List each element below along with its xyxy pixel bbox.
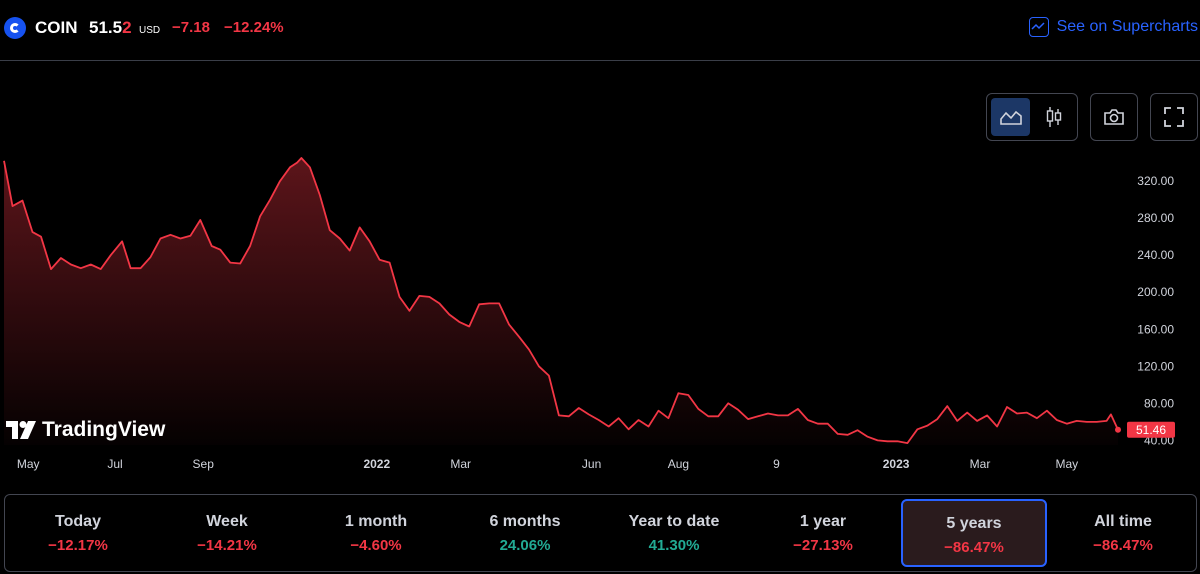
price-last-digit: 2 <box>122 18 132 37</box>
brand-text: TradingView <box>42 418 166 441</box>
currency-label: USD <box>139 25 161 36</box>
timeframe-label: 6 months <box>489 513 561 530</box>
x-tick-label: 2023 <box>883 457 910 471</box>
x-tick-label: Jun <box>582 457 601 471</box>
y-tick-label: 120.00 <box>1137 359 1174 373</box>
timeframe-value: −86.47% <box>1093 537 1153 554</box>
x-tick-label: May <box>1055 457 1078 471</box>
timeframe-value: −14.21% <box>197 537 257 554</box>
y-axis: 40.0080.00120.00160.00200.00240.00280.00… <box>1137 174 1174 447</box>
area-chart-button[interactable] <box>991 98 1030 136</box>
chart-style-toggle <box>986 93 1078 141</box>
last-price-marker: 51.46 <box>1115 421 1175 438</box>
x-tick-label: 2022 <box>363 457 390 471</box>
x-tick-label: Jul <box>107 457 122 471</box>
y-tick-label: 200.00 <box>1137 285 1174 299</box>
candles-icon <box>1046 107 1061 127</box>
x-tick-label: 9 <box>773 457 780 471</box>
price-change-percent: −12.24% <box>224 19 284 36</box>
x-tick-label: May <box>17 457 40 471</box>
last-price-dot <box>1115 426 1121 433</box>
timeframe-all-time[interactable]: All time −86.47% <box>1050 495 1196 573</box>
current-price: 51.52 <box>89 18 132 38</box>
timeframe-today[interactable]: Today −12.17% <box>5 495 151 573</box>
snapshot-group <box>1090 93 1138 141</box>
y-tick-label: 280.00 <box>1137 211 1174 225</box>
timeframe-value: 24.06% <box>499 537 551 554</box>
price-line <box>3 157 1119 444</box>
ticker-symbol: COIN <box>35 18 78 37</box>
header-divider <box>0 60 1200 61</box>
timeframe-label: Year to date <box>628 513 720 530</box>
x-tick-label: Mar <box>970 457 991 471</box>
timeframe-week[interactable]: Week −14.21% <box>154 495 300 573</box>
y-tick-label: 160.00 <box>1137 322 1174 336</box>
timeframe-label: 5 years <box>946 515 1002 532</box>
price-chart[interactable]: 40.0080.00120.00160.00200.00240.00280.00… <box>0 140 1200 480</box>
tradingview-logo-icon <box>6 421 36 439</box>
timeframe-1-year[interactable]: 1 year −27.13% <box>750 495 896 573</box>
timeframe-label: All time <box>1094 513 1152 530</box>
last-price-badge <box>1127 421 1175 438</box>
supercharts-label: See on Supercharts <box>1056 18 1198 35</box>
fullscreen-group <box>1150 93 1198 141</box>
timeframe-year-to-date[interactable]: Year to date 41.30% <box>601 495 747 573</box>
timeframe-value: −27.13% <box>793 537 853 554</box>
timeframe-6-months[interactable]: 6 months 24.06% <box>452 495 598 573</box>
fullscreen-button[interactable] <box>1155 98 1193 136</box>
timeframe-value: −4.60% <box>350 537 402 554</box>
timeframe-label: Today <box>55 513 101 530</box>
timeframe-5-years[interactable]: 5 years −86.47% <box>901 499 1047 567</box>
timeframe-value: 41.30% <box>648 537 700 554</box>
chart-link-icon <box>1028 17 1049 37</box>
timeframe-label: 1 month <box>344 513 408 530</box>
fullscreen-icon <box>1164 107 1184 127</box>
price-change: −7.18 <box>172 19 210 36</box>
timeframe-value: −12.17% <box>48 537 108 554</box>
timeframe-bar: Today −12.17% Week −14.21% 1 month −4.60% 6… <box>4 494 1197 572</box>
timeframe-value: −86.47% <box>944 539 1004 556</box>
tradingview-logo: TradingView <box>6 418 165 442</box>
y-tick-label: 80.00 <box>1144 396 1174 410</box>
see-on-supercharts-link[interactable]: See on Supercharts <box>1028 17 1198 37</box>
price-area-fill <box>4 158 1118 445</box>
timeframe-label: Week <box>206 513 248 530</box>
y-tick-label: 320.00 <box>1137 174 1174 188</box>
last-price-label: 51.46 <box>1136 423 1166 437</box>
price-main: 51.5 <box>89 18 123 37</box>
x-tick-label: Sep <box>193 457 215 471</box>
x-tick-label: Aug <box>668 457 689 471</box>
x-axis: May Jul Sep 2022 Mar Jun Aug 9 2023 Mar May <box>17 457 1078 471</box>
y-tick-label: 240.00 <box>1137 248 1174 262</box>
timeframe-label: 1 year <box>799 513 847 530</box>
x-tick-label: Mar <box>450 457 471 471</box>
timeframe-1-month[interactable]: 1 month −4.60% <box>303 495 449 573</box>
snapshot-button[interactable] <box>1095 98 1133 136</box>
camera-icon <box>1104 109 1124 125</box>
area-chart-icon <box>999 110 1022 125</box>
candles-chart-button[interactable] <box>1034 98 1073 136</box>
coinbase-logo-icon <box>4 17 26 39</box>
chart-header: COIN 51.52 USD −7.18 −12.24% See on Supe… <box>0 0 1200 58</box>
